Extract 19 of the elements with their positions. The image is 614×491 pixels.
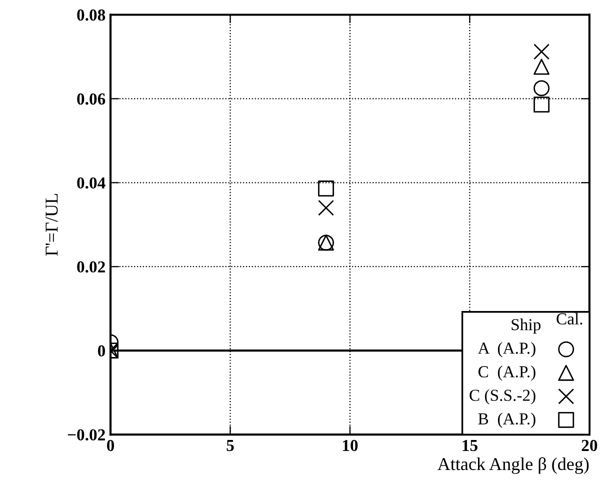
y-tick-label: 0.08 <box>77 9 106 21</box>
y-axis-title: Γ'=Γ/UL <box>46 194 58 256</box>
legend-label: B (A.P.) <box>478 412 536 428</box>
legend-title: Ship <box>512 318 541 334</box>
y-tick-label: −0.02 <box>68 429 105 441</box>
y-tick-label: 0.02 <box>77 261 105 273</box>
legend-label: C (S.S.-2) <box>470 389 536 404</box>
x-tick-label: 5 <box>226 440 234 452</box>
x-tick-label: 20 <box>582 440 598 452</box>
y-tick-label: 0.04 <box>77 177 106 189</box>
x-axis-title: Attack Angle β (deg) <box>438 457 589 474</box>
y-tick-label: 0 <box>98 345 106 357</box>
legend-label: A (A.P.) <box>478 342 536 358</box>
y-tick-label: 0.06 <box>77 93 106 105</box>
legend-label: C (A.P.) <box>478 366 536 381</box>
x-tick-label: 0 <box>106 440 114 452</box>
annotation: Cal. <box>556 312 582 325</box>
x-tick-label: 10 <box>342 440 358 452</box>
x-tick-label: 15 <box>462 440 478 452</box>
